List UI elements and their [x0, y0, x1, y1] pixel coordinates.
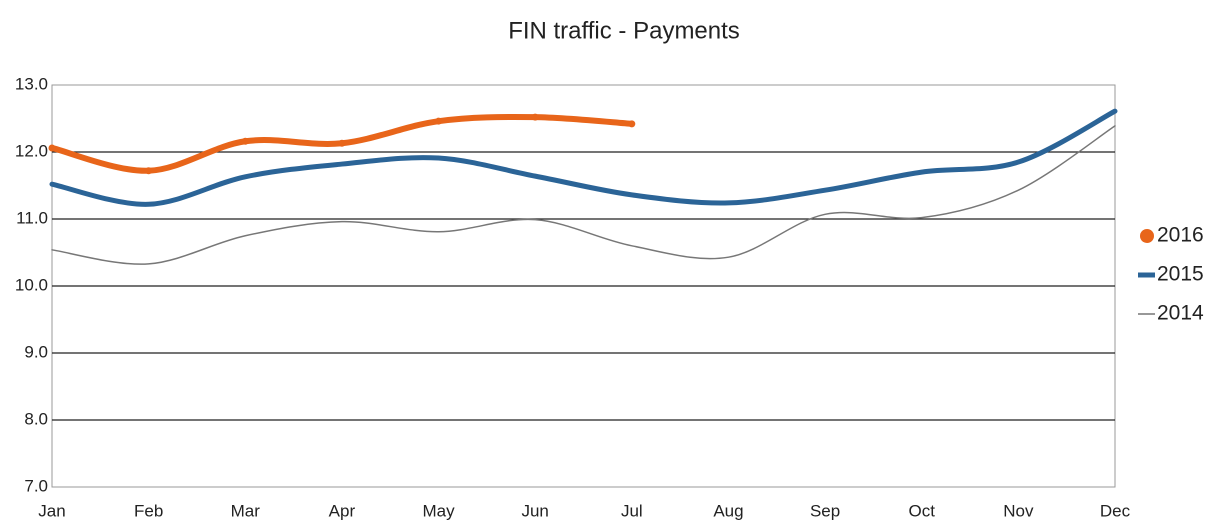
line: [51, 125, 1116, 265]
point: [531, 113, 539, 121]
legend-label: 2015: [1157, 263, 1204, 286]
x-tick-label: Dec: [1100, 501, 1131, 520]
x-tick-label: May: [422, 501, 455, 520]
point: [241, 137, 249, 145]
y-tick-label: 11.0: [16, 208, 48, 227]
point: [48, 144, 56, 152]
y-tick-label: 10.0: [15, 275, 48, 294]
point: [435, 117, 443, 125]
chart-title: FIN traffic - Payments: [508, 17, 740, 44]
y-tick-label: 13.0: [15, 74, 48, 93]
y-tick-label: 7.0: [24, 476, 48, 495]
point: [145, 167, 153, 175]
x-tick-label: Oct: [909, 501, 936, 520]
x-tick-label: Nov: [1003, 501, 1034, 520]
x-tick-label: Jan: [38, 501, 65, 520]
x-tick-label: Sep: [810, 501, 840, 520]
y-tick-label: 8.0: [24, 409, 48, 428]
line: [49, 108, 1118, 207]
y-tick-label: 9.0: [24, 342, 48, 361]
x-tick-label: Jun: [521, 501, 548, 520]
point: [628, 120, 636, 128]
legend-marker: [1140, 229, 1154, 243]
x-tick-label: Mar: [231, 501, 261, 520]
x-tick-label: Apr: [329, 501, 356, 520]
legend-label: 2016: [1157, 224, 1204, 247]
x-tick-label: Feb: [134, 501, 163, 520]
x-tick-label: Aug: [713, 501, 743, 520]
point: [338, 139, 346, 147]
y-tick-label: 12.0: [15, 141, 48, 160]
legend-label: 2014: [1157, 302, 1204, 325]
x-tick-label: Jul: [621, 501, 643, 520]
